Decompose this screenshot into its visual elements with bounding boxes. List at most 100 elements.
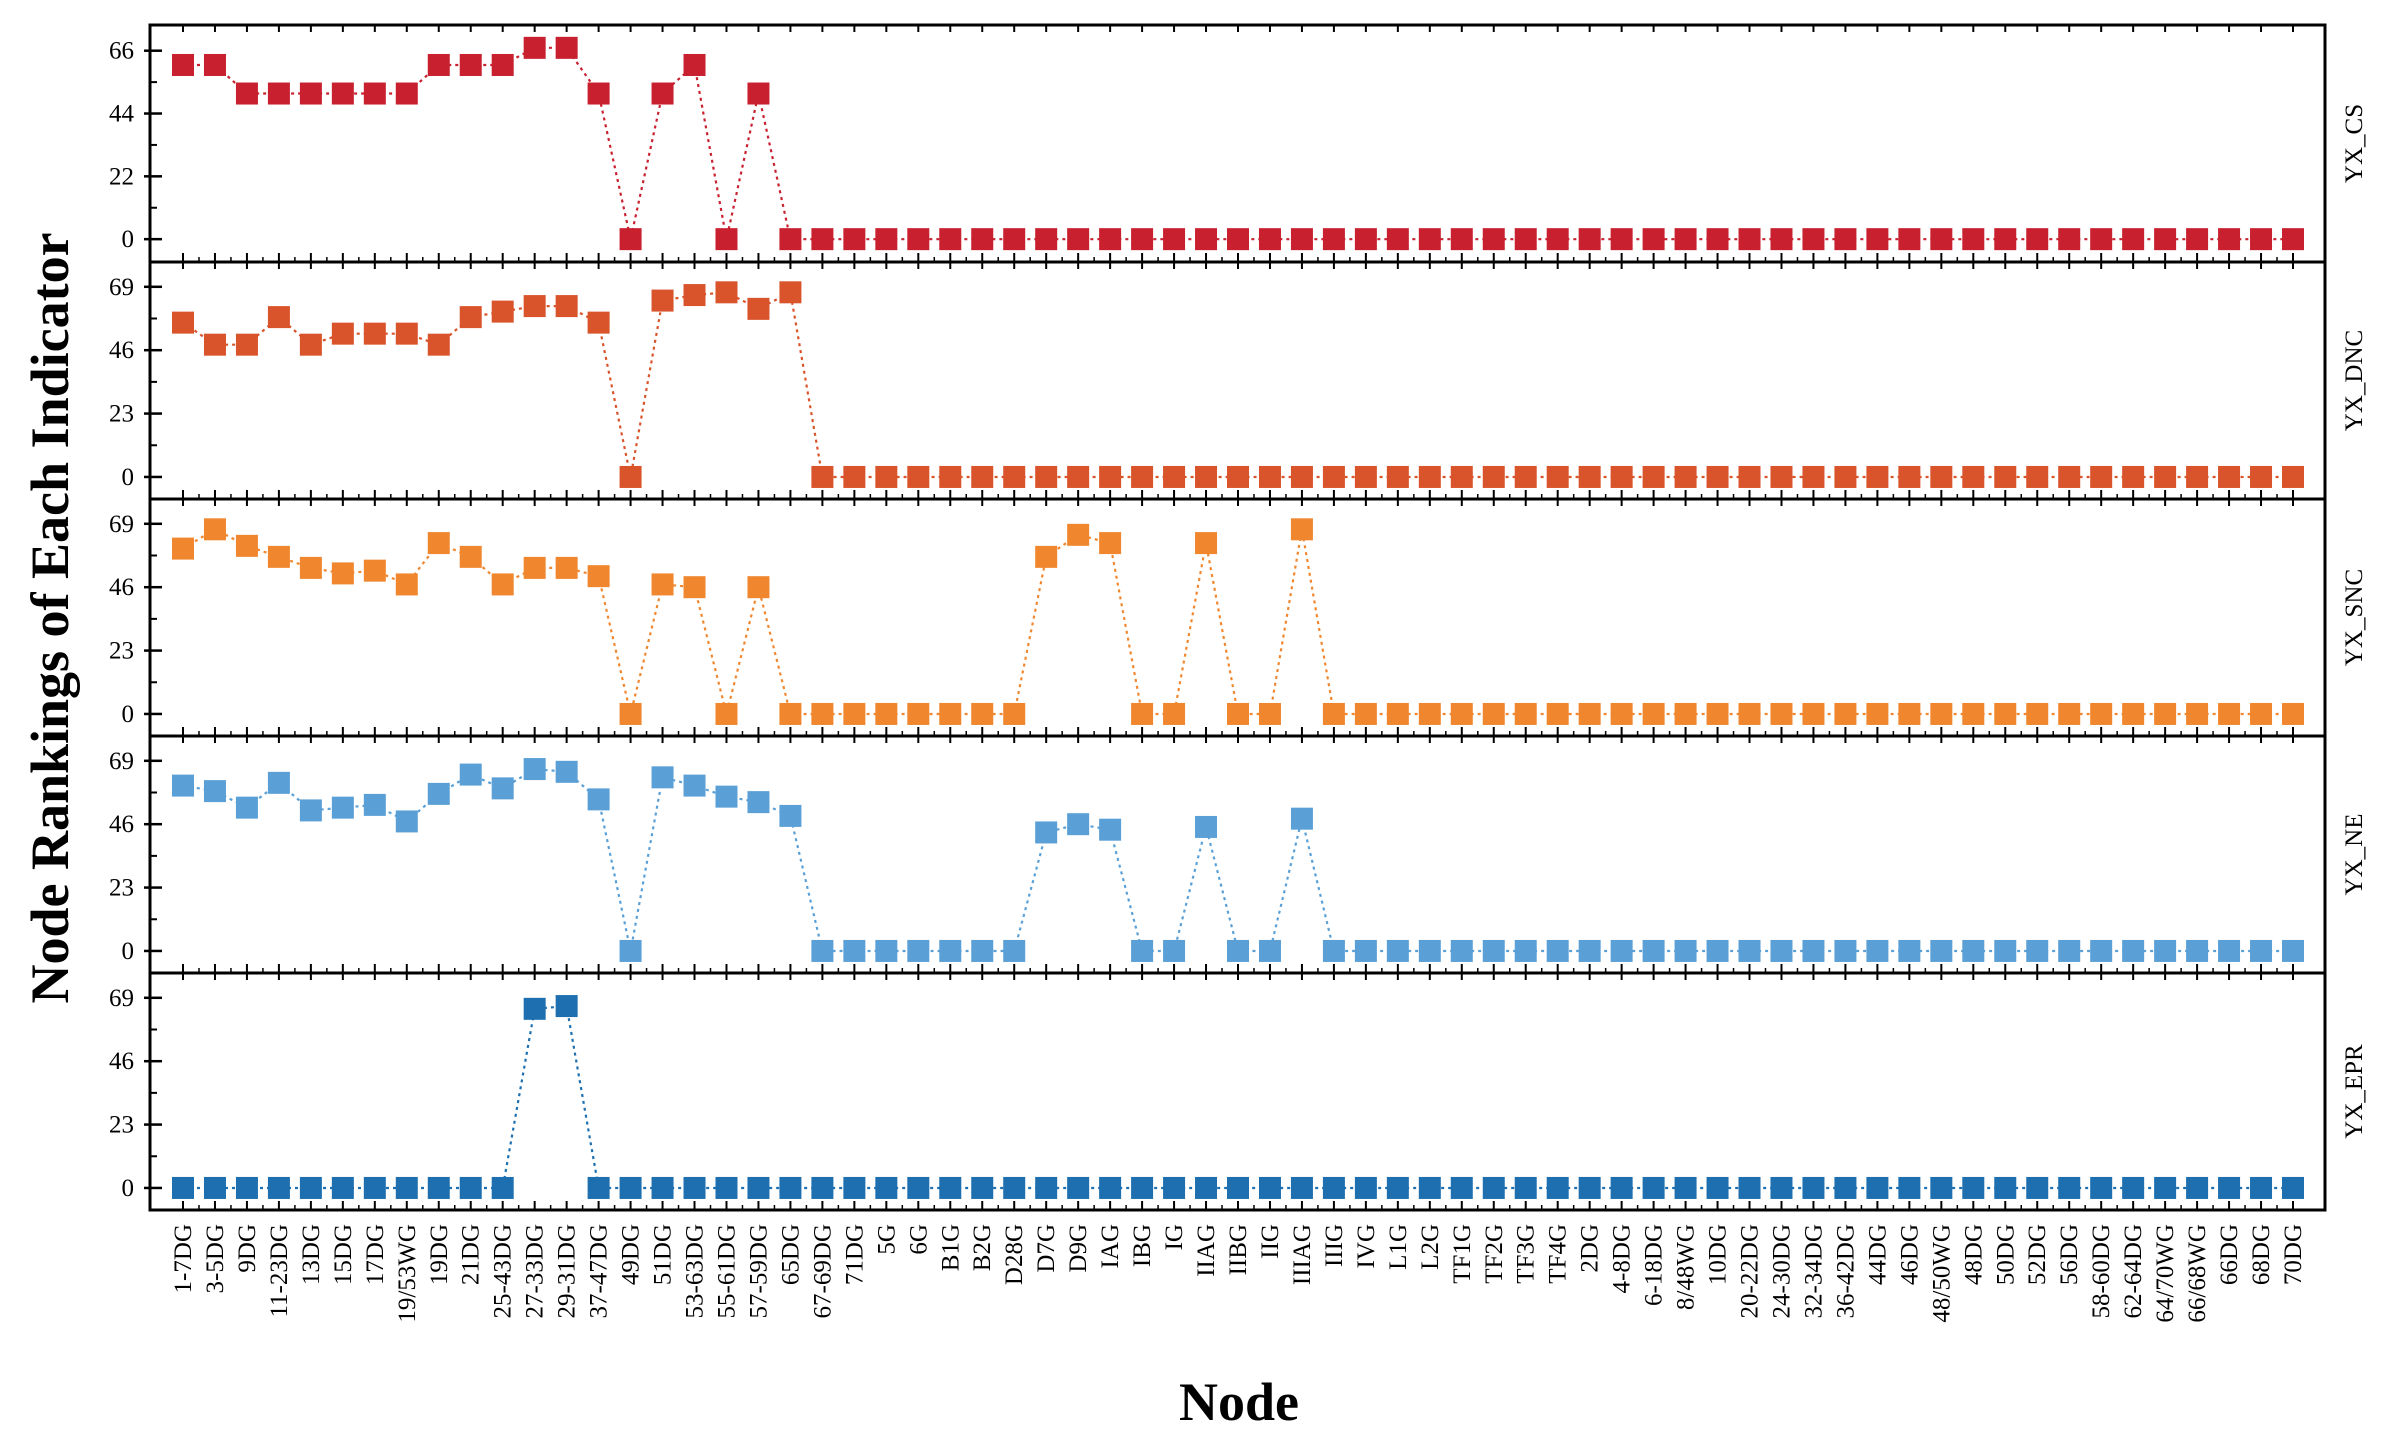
x-category-label: 48/50WG [1928,1224,1955,1323]
data-point [1227,702,1249,725]
data-point [2058,702,2081,725]
data-point [1514,465,1537,488]
x-category-label: TF4G [1545,1224,1572,1284]
data-point [1866,228,1889,251]
data-point [1930,702,1953,725]
x-category-label: D28G [1001,1224,1028,1285]
x-axis-title: Node [1179,1372,1299,1432]
data-point [971,1176,994,1199]
data-point [971,228,994,251]
data-point [1674,465,1697,488]
data-point [331,322,354,345]
x-category-label: 46DG [1896,1224,1923,1285]
data-point [971,939,994,962]
x-category-label: 2DG [1577,1224,1604,1273]
y-tick-label: 46 [109,811,134,838]
panel-frame [148,497,2327,738]
panel-yx-cs: 0 22 44 66 YX_CS [109,23,2368,264]
data-point [1418,228,1441,251]
data-point [1450,1176,1473,1199]
data-point [1866,939,1889,962]
data-point [1770,702,1793,725]
data-point [299,333,322,356]
data-point [2090,702,2113,725]
data-point [1738,465,1761,488]
y-tick-label: 0 [122,464,135,491]
data-point [939,939,962,962]
data-point [1035,228,1058,251]
series-label: YX_CS [2341,104,2368,183]
data-point [1898,465,1921,488]
data-point [1866,1176,1889,1199]
data-point [1131,939,1154,962]
data-point [875,939,898,962]
data-point [811,1176,834,1199]
data-point [1802,465,1825,488]
data-point [1163,228,1186,251]
data-point [1706,228,1729,251]
data-point [1610,228,1633,251]
x-category-label: 49DG [618,1224,645,1285]
data-point [2154,939,2177,962]
data-point [843,939,866,962]
data-point [267,545,290,568]
data-point [1322,228,1345,251]
data-point [907,1176,930,1199]
data-point [395,810,418,833]
data-point [1578,465,1601,488]
data-point [2122,228,2145,251]
data-point [619,465,642,488]
data-point [1738,1176,1761,1199]
data-point [1131,465,1154,488]
data-point [1003,228,1026,251]
data-point [2058,228,2081,251]
data-point [427,532,450,555]
x-category-label: 6-18DG [1641,1224,1668,1306]
data-point [1738,228,1761,251]
data-point [1546,1176,1569,1199]
data-point [1898,1176,1921,1199]
data-point [651,1176,674,1199]
data-point [1642,228,1665,251]
data-point [363,793,386,816]
x-category-label: 17DG [362,1224,389,1285]
data-point [2282,1176,2304,1199]
data-point [203,1176,226,1199]
data-point [843,465,866,488]
data-point [1482,702,1505,725]
y-tick-label: 23 [109,875,134,902]
data-point [1227,228,1249,251]
x-category-label: 53-63DG [682,1224,709,1318]
data-point [1258,939,1281,962]
data-point [1386,939,1409,962]
data-point [1258,702,1281,725]
data-point [267,306,290,329]
data-point [523,758,546,781]
data-point [1163,702,1186,725]
data-point [1067,523,1090,546]
data-point [172,53,194,76]
x-category-label: 67-69DG [809,1224,836,1318]
data-point [1322,465,1345,488]
data-point [2186,228,2209,251]
data-point [2154,228,2177,251]
data-point [683,774,706,797]
data-point [907,702,930,725]
data-point [172,311,194,334]
data-point [907,939,930,962]
data-point [1802,702,1825,725]
x-category-labels: 1-7DG 3-5DG 9DG 11-23DG 13DG 15DG 17DG 19/53WG 1… [170,1224,2307,1323]
data-point [747,576,770,599]
data-point [331,82,354,105]
data-point [2282,702,2304,725]
data-point [395,1176,418,1199]
data-point [1195,1176,1218,1199]
data-point [1386,702,1409,725]
data-point [1482,465,1505,488]
data-point [555,995,578,1018]
data-point [2026,939,2049,962]
data-point [1195,465,1218,488]
x-category-label: 71DG [841,1224,868,1285]
data-point [811,465,834,488]
